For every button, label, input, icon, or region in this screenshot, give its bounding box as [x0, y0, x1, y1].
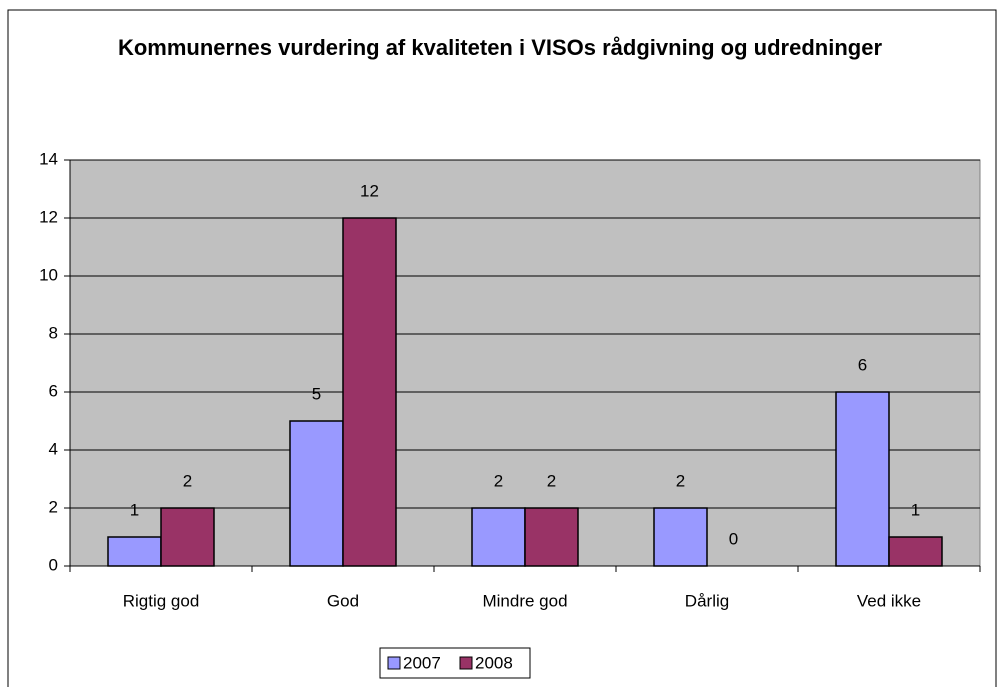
data-label: 5 [312, 384, 321, 403]
legend-swatch [387, 656, 401, 670]
legend-box [379, 647, 531, 679]
y-tick-label: 14 [39, 149, 58, 168]
bar [653, 507, 708, 567]
bar [471, 507, 526, 567]
data-label: 6 [858, 355, 867, 374]
y-tick-label: 6 [49, 381, 58, 400]
y-tick-label: 10 [39, 265, 58, 284]
bar [160, 507, 215, 567]
data-label: 2 [547, 471, 556, 490]
data-label: 12 [360, 181, 379, 200]
bar [835, 391, 890, 567]
data-label: 0 [729, 529, 738, 548]
y-tick-label: 12 [39, 207, 58, 226]
legend-label: 2007 [403, 653, 441, 672]
bar [888, 536, 943, 567]
plot-area [69, 159, 981, 567]
y-tick-label: 0 [49, 555, 58, 574]
x-tick-label: Dårlig [685, 591, 729, 610]
y-tick-label: 8 [49, 323, 58, 342]
y-tick-label: 2 [49, 497, 58, 516]
x-tick-label: Ved ikke [857, 591, 921, 610]
data-label: 1 [911, 500, 920, 519]
bar [289, 420, 344, 567]
data-label: 2 [494, 471, 503, 490]
data-label: 1 [130, 500, 139, 519]
x-tick-label: Mindre god [482, 591, 567, 610]
legend-label: 2008 [475, 653, 513, 672]
data-label: 2 [183, 471, 192, 490]
legend-swatch [459, 656, 473, 670]
y-tick-label: 4 [49, 439, 58, 458]
data-label: 2 [676, 471, 685, 490]
x-tick-label: Rigtig god [123, 591, 200, 610]
bar [107, 536, 162, 567]
bar [342, 217, 397, 567]
chart-title: Kommunernes vurdering af kvaliteten i VI… [117, 35, 883, 60]
x-tick-label: God [327, 591, 359, 610]
bar [524, 507, 579, 567]
